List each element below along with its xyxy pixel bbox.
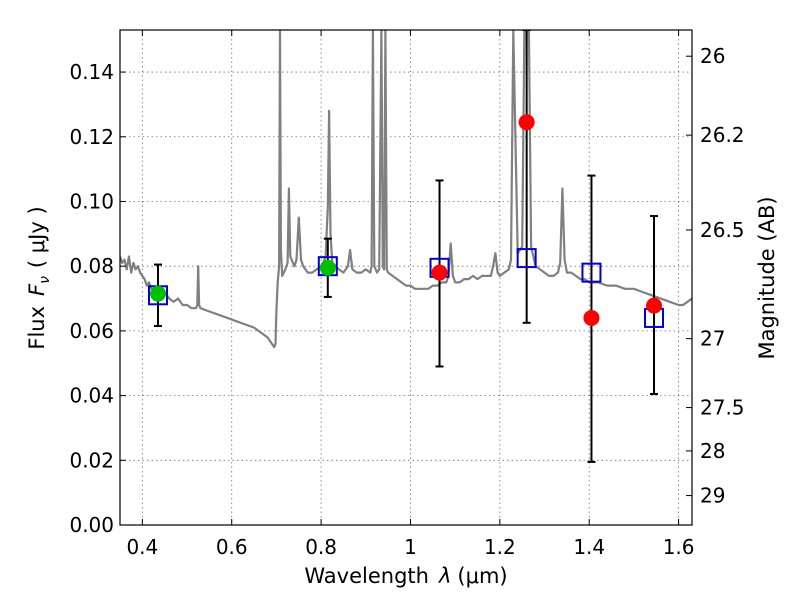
synthetic-flux-square <box>516 248 537 269</box>
y2-tick-label: 29 <box>700 484 725 508</box>
y2-tick-label: 27 <box>700 327 725 351</box>
axis-ticks: 0.4 0.6 0.8 1 1.2 1.4 1.6 0.00 0.02 0.04 0.06 0.08 0… <box>69 30 745 559</box>
observed-flux-point <box>149 285 166 302</box>
observed-flux-point <box>319 259 336 276</box>
y2-tick-label: 26.5 <box>700 218 745 242</box>
y-tick-label: 0.08 <box>69 254 114 278</box>
x-tick-label: 0.6 <box>216 535 248 559</box>
x-axis-label: Wavelength λ (μm) <box>304 564 507 588</box>
y-axis-label: FluxFν( μJy ) <box>25 206 53 349</box>
x-tick-label: 1.6 <box>663 535 695 559</box>
y2-tick-label: 26.2 <box>700 123 745 147</box>
plot-area <box>120 30 692 463</box>
y-tick-label: 0.00 <box>69 513 114 537</box>
grid-lines <box>120 30 692 526</box>
observed-flux-point <box>518 114 535 131</box>
model-spectrum-line <box>120 30 692 349</box>
x-tick-label: 0.4 <box>126 535 158 559</box>
x-tick-label: 0.8 <box>305 535 337 559</box>
y2-axis-label: Magnitude (AB) <box>755 196 779 359</box>
observed-flux-point <box>431 264 448 281</box>
y-tick-label: 0.02 <box>69 448 114 472</box>
synthetic-flux-square <box>581 262 602 283</box>
y-tick-label: 0.12 <box>69 125 114 149</box>
y2-tick-label: 28 <box>700 439 725 463</box>
y-tick-label: 0.14 <box>69 60 114 84</box>
observed-flux-point <box>646 297 663 314</box>
y-tick-label: 0.04 <box>69 384 114 408</box>
y-tick-label: 0.10 <box>69 189 114 213</box>
x-tick-label: 1 <box>404 535 417 559</box>
y2-tick-label: 27.5 <box>700 396 745 420</box>
plot-frame <box>119 29 693 526</box>
x-tick-label: 1.2 <box>484 535 516 559</box>
y2-tick-label: 26 <box>700 44 725 68</box>
y-tick-label: 0.06 <box>69 319 114 343</box>
x-tick-label: 1.4 <box>573 535 605 559</box>
observed-flux-point <box>583 309 600 326</box>
